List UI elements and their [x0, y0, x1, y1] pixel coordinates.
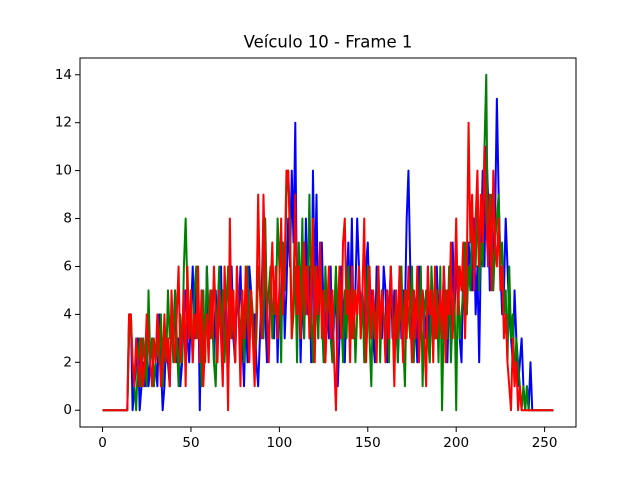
y-tick-label: 12	[55, 115, 72, 131]
x-tick-label: 250	[532, 435, 558, 451]
y-tick-label: 4	[63, 306, 72, 322]
y-tick-label: 2	[63, 354, 72, 370]
plot-frame	[79, 57, 577, 428]
y-tick-label: 6	[63, 258, 72, 274]
data-line	[102, 121, 554, 412]
x-tick-label: 50	[182, 435, 199, 451]
y-tick-label: 14	[55, 67, 72, 83]
x-tick-label: 200	[443, 435, 469, 451]
y-tick-label: 8	[63, 211, 72, 227]
y-tick-label: 0	[63, 402, 72, 418]
x-tick-label: 100	[266, 435, 292, 451]
x-tick-label: 0	[98, 435, 107, 451]
x-tick-label: 150	[355, 435, 381, 451]
y-tick-label: 10	[55, 163, 72, 179]
chart-title: Veículo 10 - Frame 1	[244, 33, 413, 52]
